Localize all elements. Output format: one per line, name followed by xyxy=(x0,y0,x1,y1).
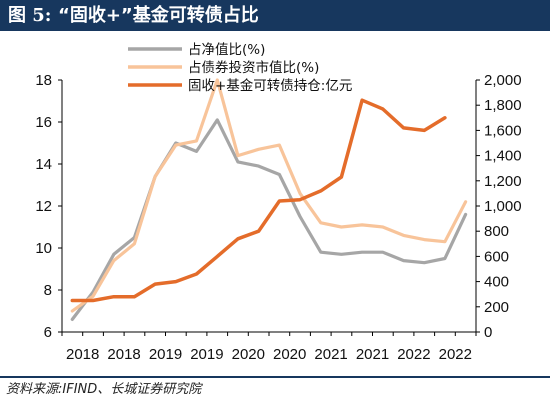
y-right-tick-label: 1,600 xyxy=(484,122,522,139)
y-right-tick-label: 800 xyxy=(484,223,509,240)
footer-rule xyxy=(0,376,550,378)
x-tick-label: 2018 xyxy=(66,346,99,363)
series-line-3 xyxy=(70,98,447,303)
y-right-tick-label: 1,000 xyxy=(484,198,522,215)
y-left-tick-label: 16 xyxy=(35,114,52,131)
y-left-tick-label: 10 xyxy=(35,240,52,257)
y-right-tick-label: 400 xyxy=(484,274,509,291)
y-right-tick-label: 1,800 xyxy=(484,97,522,114)
x-tick-label: 2020 xyxy=(232,346,265,363)
x-tick-label: 2022 xyxy=(397,346,430,363)
y-left-tick-label: 12 xyxy=(35,198,52,215)
y-left-tick-label: 14 xyxy=(35,156,52,173)
title-bar: 图 5: “固收+”基金可转债占比 xyxy=(0,0,550,31)
y-right-tick-label: 600 xyxy=(484,248,509,265)
legend-label-2: 占债券投资市值比(%) xyxy=(188,59,319,76)
y-right-tick-label: 0 xyxy=(484,324,492,341)
figure-number: 图 5: xyxy=(8,5,52,26)
x-tick-label: 2021 xyxy=(356,346,389,363)
series-line-1 xyxy=(70,118,468,321)
x-tick-label: 2022 xyxy=(439,346,472,363)
source-note: 资料来源:IFIND、长城证券研究院 xyxy=(6,382,202,397)
y-left-tick-label: 8 xyxy=(44,282,52,299)
y-right-tick-label: 1,200 xyxy=(484,173,522,190)
legend-label-1: 占净值比(%) xyxy=(188,42,265,58)
y-left-tick-label: 6 xyxy=(44,324,52,341)
x-tick-label: 2020 xyxy=(273,346,306,363)
chart-title: “固收+”基金可转债占比 xyxy=(58,5,259,26)
y-right-tick-label: 1,400 xyxy=(484,148,522,165)
y-right-tick-label: 200 xyxy=(484,299,509,316)
series-line-2 xyxy=(70,78,468,313)
x-tick-label: 2018 xyxy=(107,346,140,363)
y-right-tick-label: 2,000 xyxy=(484,72,522,89)
chart-area: 6 8 10 12 14 16 18 0 200 400 600 800 1,000 1,200 1,400… xyxy=(35,42,522,363)
x-tick-label: 2021 xyxy=(314,346,347,363)
x-tick-label: 2019 xyxy=(149,346,182,363)
legend-label-3: 固收+基金可转债持仓:亿元 xyxy=(188,77,352,94)
x-tick-label: 2019 xyxy=(190,346,223,363)
y-left-tick-label: 18 xyxy=(35,72,52,89)
